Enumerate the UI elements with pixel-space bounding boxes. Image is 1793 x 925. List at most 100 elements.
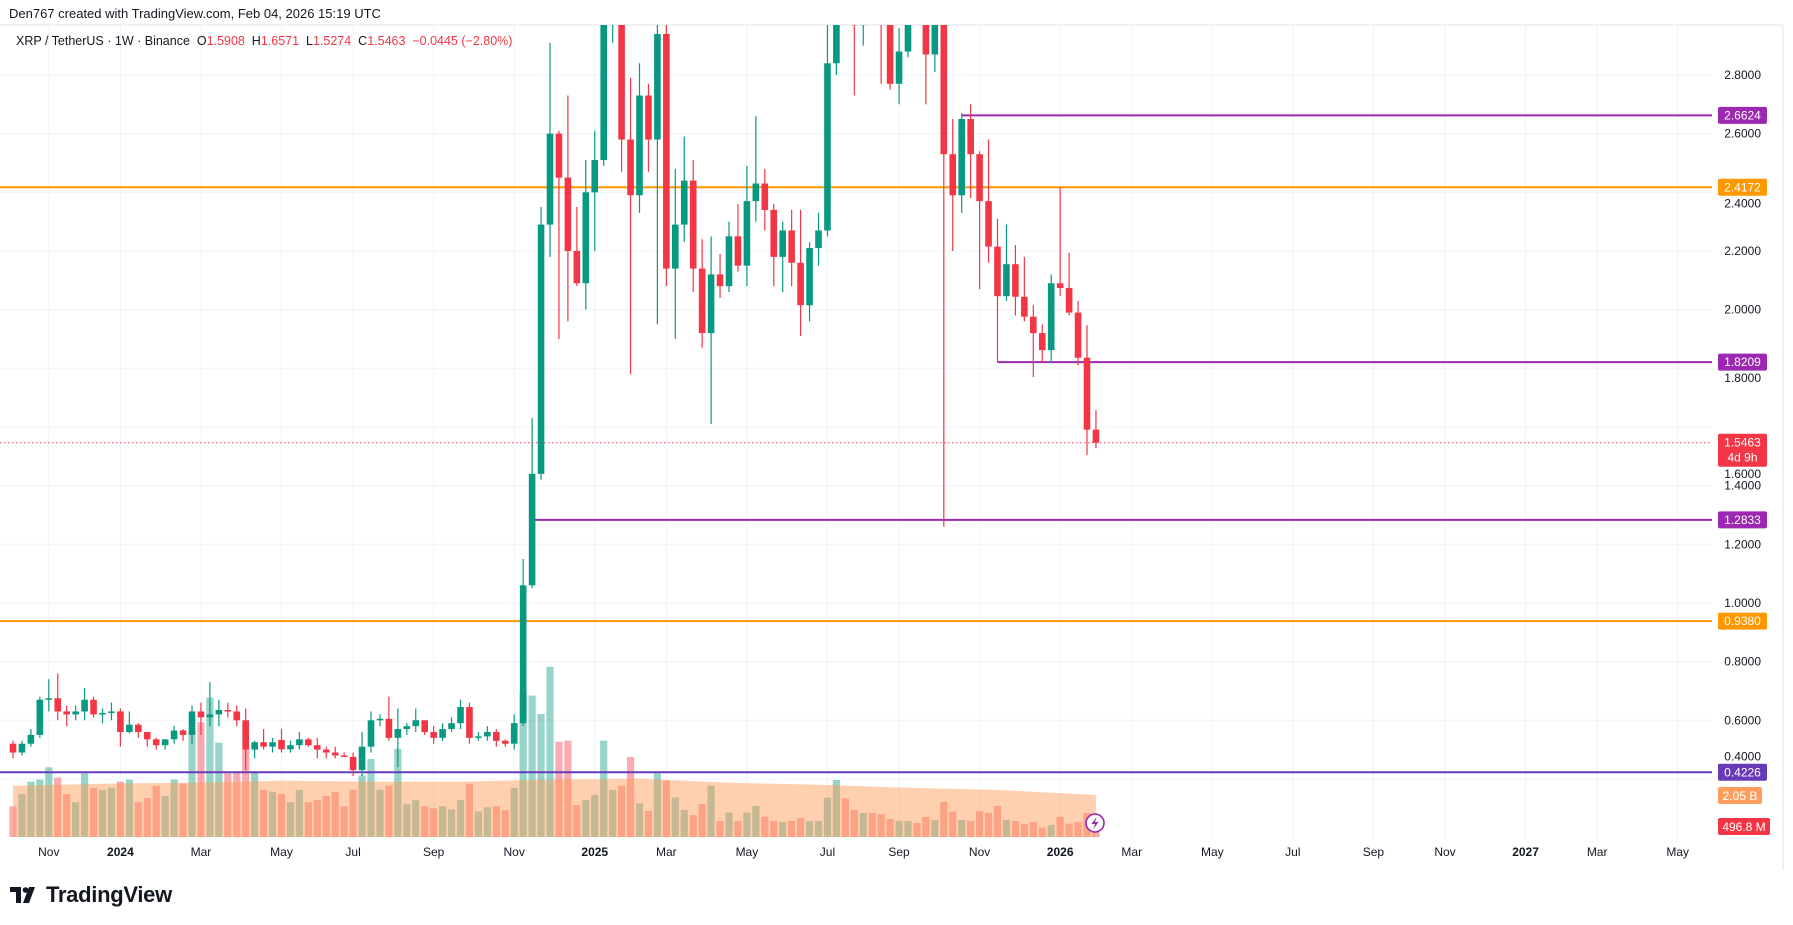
candle-body bbox=[788, 230, 795, 263]
candle bbox=[851, 25, 858, 96]
candle bbox=[904, 25, 912, 58]
tradingview-logo[interactable]: TradingView bbox=[10, 882, 172, 908]
volume-bar bbox=[251, 771, 259, 837]
price-level-label-bg bbox=[1718, 612, 1767, 630]
volume-bar bbox=[188, 730, 196, 837]
volume-bar bbox=[537, 714, 545, 837]
volume-bar bbox=[877, 814, 885, 837]
candle bbox=[501, 739, 509, 747]
volume-bar bbox=[1056, 816, 1064, 837]
volume-bar bbox=[662, 780, 670, 837]
volume-bar bbox=[376, 789, 384, 837]
candle-body bbox=[869, 0, 876, 10]
candle bbox=[233, 705, 241, 727]
candle bbox=[931, 25, 939, 73]
candle-body bbox=[287, 745, 294, 750]
candle-body bbox=[135, 724, 142, 732]
candle bbox=[859, 25, 867, 46]
candle bbox=[1092, 410, 1100, 449]
price-tick-label: 1.6000 bbox=[1724, 467, 1761, 481]
candle-body bbox=[314, 745, 321, 750]
candle-body bbox=[546, 133, 554, 225]
candle bbox=[36, 696, 44, 738]
candle bbox=[18, 740, 26, 756]
candle bbox=[484, 726, 491, 741]
price-level-label: 2.6624 bbox=[1718, 106, 1767, 124]
candle bbox=[546, 42, 554, 257]
candle-body bbox=[1003, 264, 1010, 297]
candle bbox=[698, 239, 706, 348]
candle bbox=[412, 708, 420, 732]
volume-bar bbox=[555, 741, 563, 837]
candle-body bbox=[242, 720, 249, 750]
candle-body bbox=[994, 246, 1001, 297]
candle-body bbox=[779, 230, 786, 257]
candle bbox=[367, 711, 375, 753]
candle bbox=[215, 699, 223, 727]
candle bbox=[1083, 325, 1091, 456]
time-tick-label: Nov bbox=[504, 845, 525, 859]
volume-bar bbox=[340, 806, 348, 837]
candle-body bbox=[421, 720, 428, 732]
candle bbox=[242, 708, 249, 771]
lightning-icon[interactable] bbox=[1085, 813, 1105, 833]
candle-body bbox=[645, 95, 652, 140]
volume-bar bbox=[958, 819, 966, 837]
price-axis[interactable]: 2.8000 2.6000 2.4000 2.2000 2.0000 1.8000 1.60… bbox=[1718, 68, 1770, 835]
candle-body bbox=[806, 248, 813, 306]
volume-bar bbox=[805, 821, 814, 837]
candle bbox=[779, 221, 786, 293]
candle bbox=[314, 737, 321, 759]
candle bbox=[689, 160, 697, 293]
candle bbox=[349, 752, 357, 776]
candle-body bbox=[734, 236, 742, 266]
volume-bar bbox=[125, 779, 133, 837]
volume-bar bbox=[206, 697, 214, 837]
volume-bar bbox=[143, 798, 151, 837]
candle-body bbox=[81, 699, 88, 712]
candle-body bbox=[940, 25, 948, 155]
candle-body bbox=[752, 183, 760, 202]
symbol-legend[interactable]: XRP / TetherUS · 1W · Binance O1.5908 H1… bbox=[16, 34, 512, 48]
candle-body bbox=[582, 192, 590, 284]
candle-body bbox=[430, 731, 437, 738]
candle bbox=[376, 714, 384, 727]
volume-bar bbox=[832, 780, 840, 837]
candle-body bbox=[985, 201, 992, 247]
candle-body bbox=[233, 711, 241, 721]
time-tick-label: Mar bbox=[656, 845, 677, 859]
candle-body bbox=[725, 236, 733, 287]
candle bbox=[833, 25, 840, 75]
time-tick-label: Mar bbox=[1121, 845, 1142, 859]
time-axis[interactable]: Nov 2024 Mar May Jul Sep Nov 2025 Mar May Jul Sep No… bbox=[38, 845, 1689, 859]
horizontal-levels[interactable] bbox=[0, 114, 1712, 774]
candle-body bbox=[573, 250, 581, 284]
volume-bar bbox=[501, 810, 509, 837]
volume-bar bbox=[430, 808, 438, 837]
volume-bar bbox=[859, 813, 867, 837]
volume-bar bbox=[242, 748, 250, 837]
candle bbox=[573, 206, 581, 287]
candle bbox=[493, 729, 500, 747]
candle bbox=[72, 705, 79, 721]
candle-body bbox=[591, 160, 599, 193]
candle bbox=[27, 729, 35, 747]
candle-body bbox=[206, 714, 214, 718]
time-tick-label: Sep bbox=[423, 845, 445, 859]
candle bbox=[797, 209, 804, 337]
volume-bar bbox=[725, 812, 733, 837]
candle-body bbox=[1021, 296, 1028, 317]
candle-body bbox=[904, 25, 912, 52]
volume-bar bbox=[331, 791, 339, 837]
candle-body bbox=[922, 25, 930, 55]
volume-bar bbox=[591, 794, 599, 837]
volume-bar bbox=[1020, 824, 1028, 837]
volume-bar bbox=[492, 806, 500, 837]
candle bbox=[1038, 324, 1046, 363]
candle-body bbox=[18, 743, 26, 753]
chart-attribution: Den767 created with TradingView.com, Feb… bbox=[9, 6, 381, 21]
candle bbox=[654, 25, 661, 325]
volume-bar bbox=[922, 816, 930, 837]
volume-bar bbox=[277, 793, 286, 837]
